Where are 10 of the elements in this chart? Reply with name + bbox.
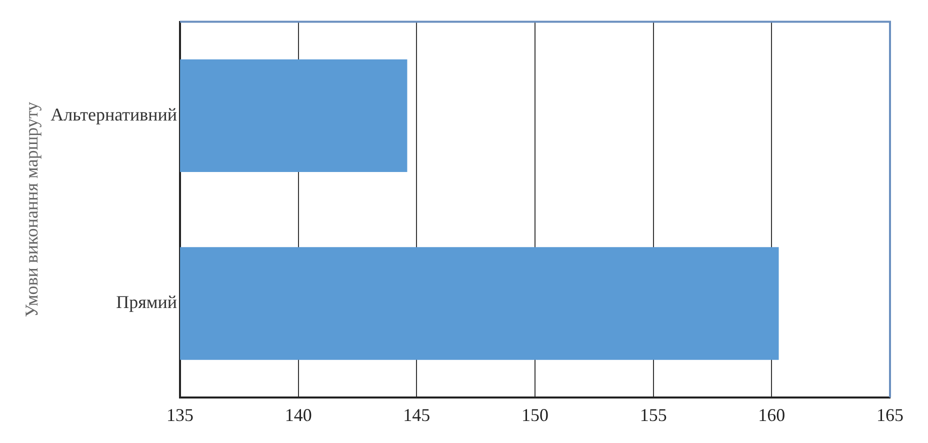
y-tick-label: Альтернативний (50, 104, 178, 124)
x-tick-label: 165 (876, 404, 904, 425)
y-axis-title: Умови виконання маршруту (22, 102, 42, 318)
x-tick-label: 155 (640, 404, 667, 425)
x-tick-label: 160 (758, 404, 786, 425)
x-tick-label: 135 (166, 404, 194, 425)
x-tick-label: 140 (284, 404, 312, 425)
x-tick-label: 150 (522, 404, 549, 425)
y-tick-label: Прямий (116, 292, 178, 312)
x-tick-label: 145 (403, 404, 430, 425)
